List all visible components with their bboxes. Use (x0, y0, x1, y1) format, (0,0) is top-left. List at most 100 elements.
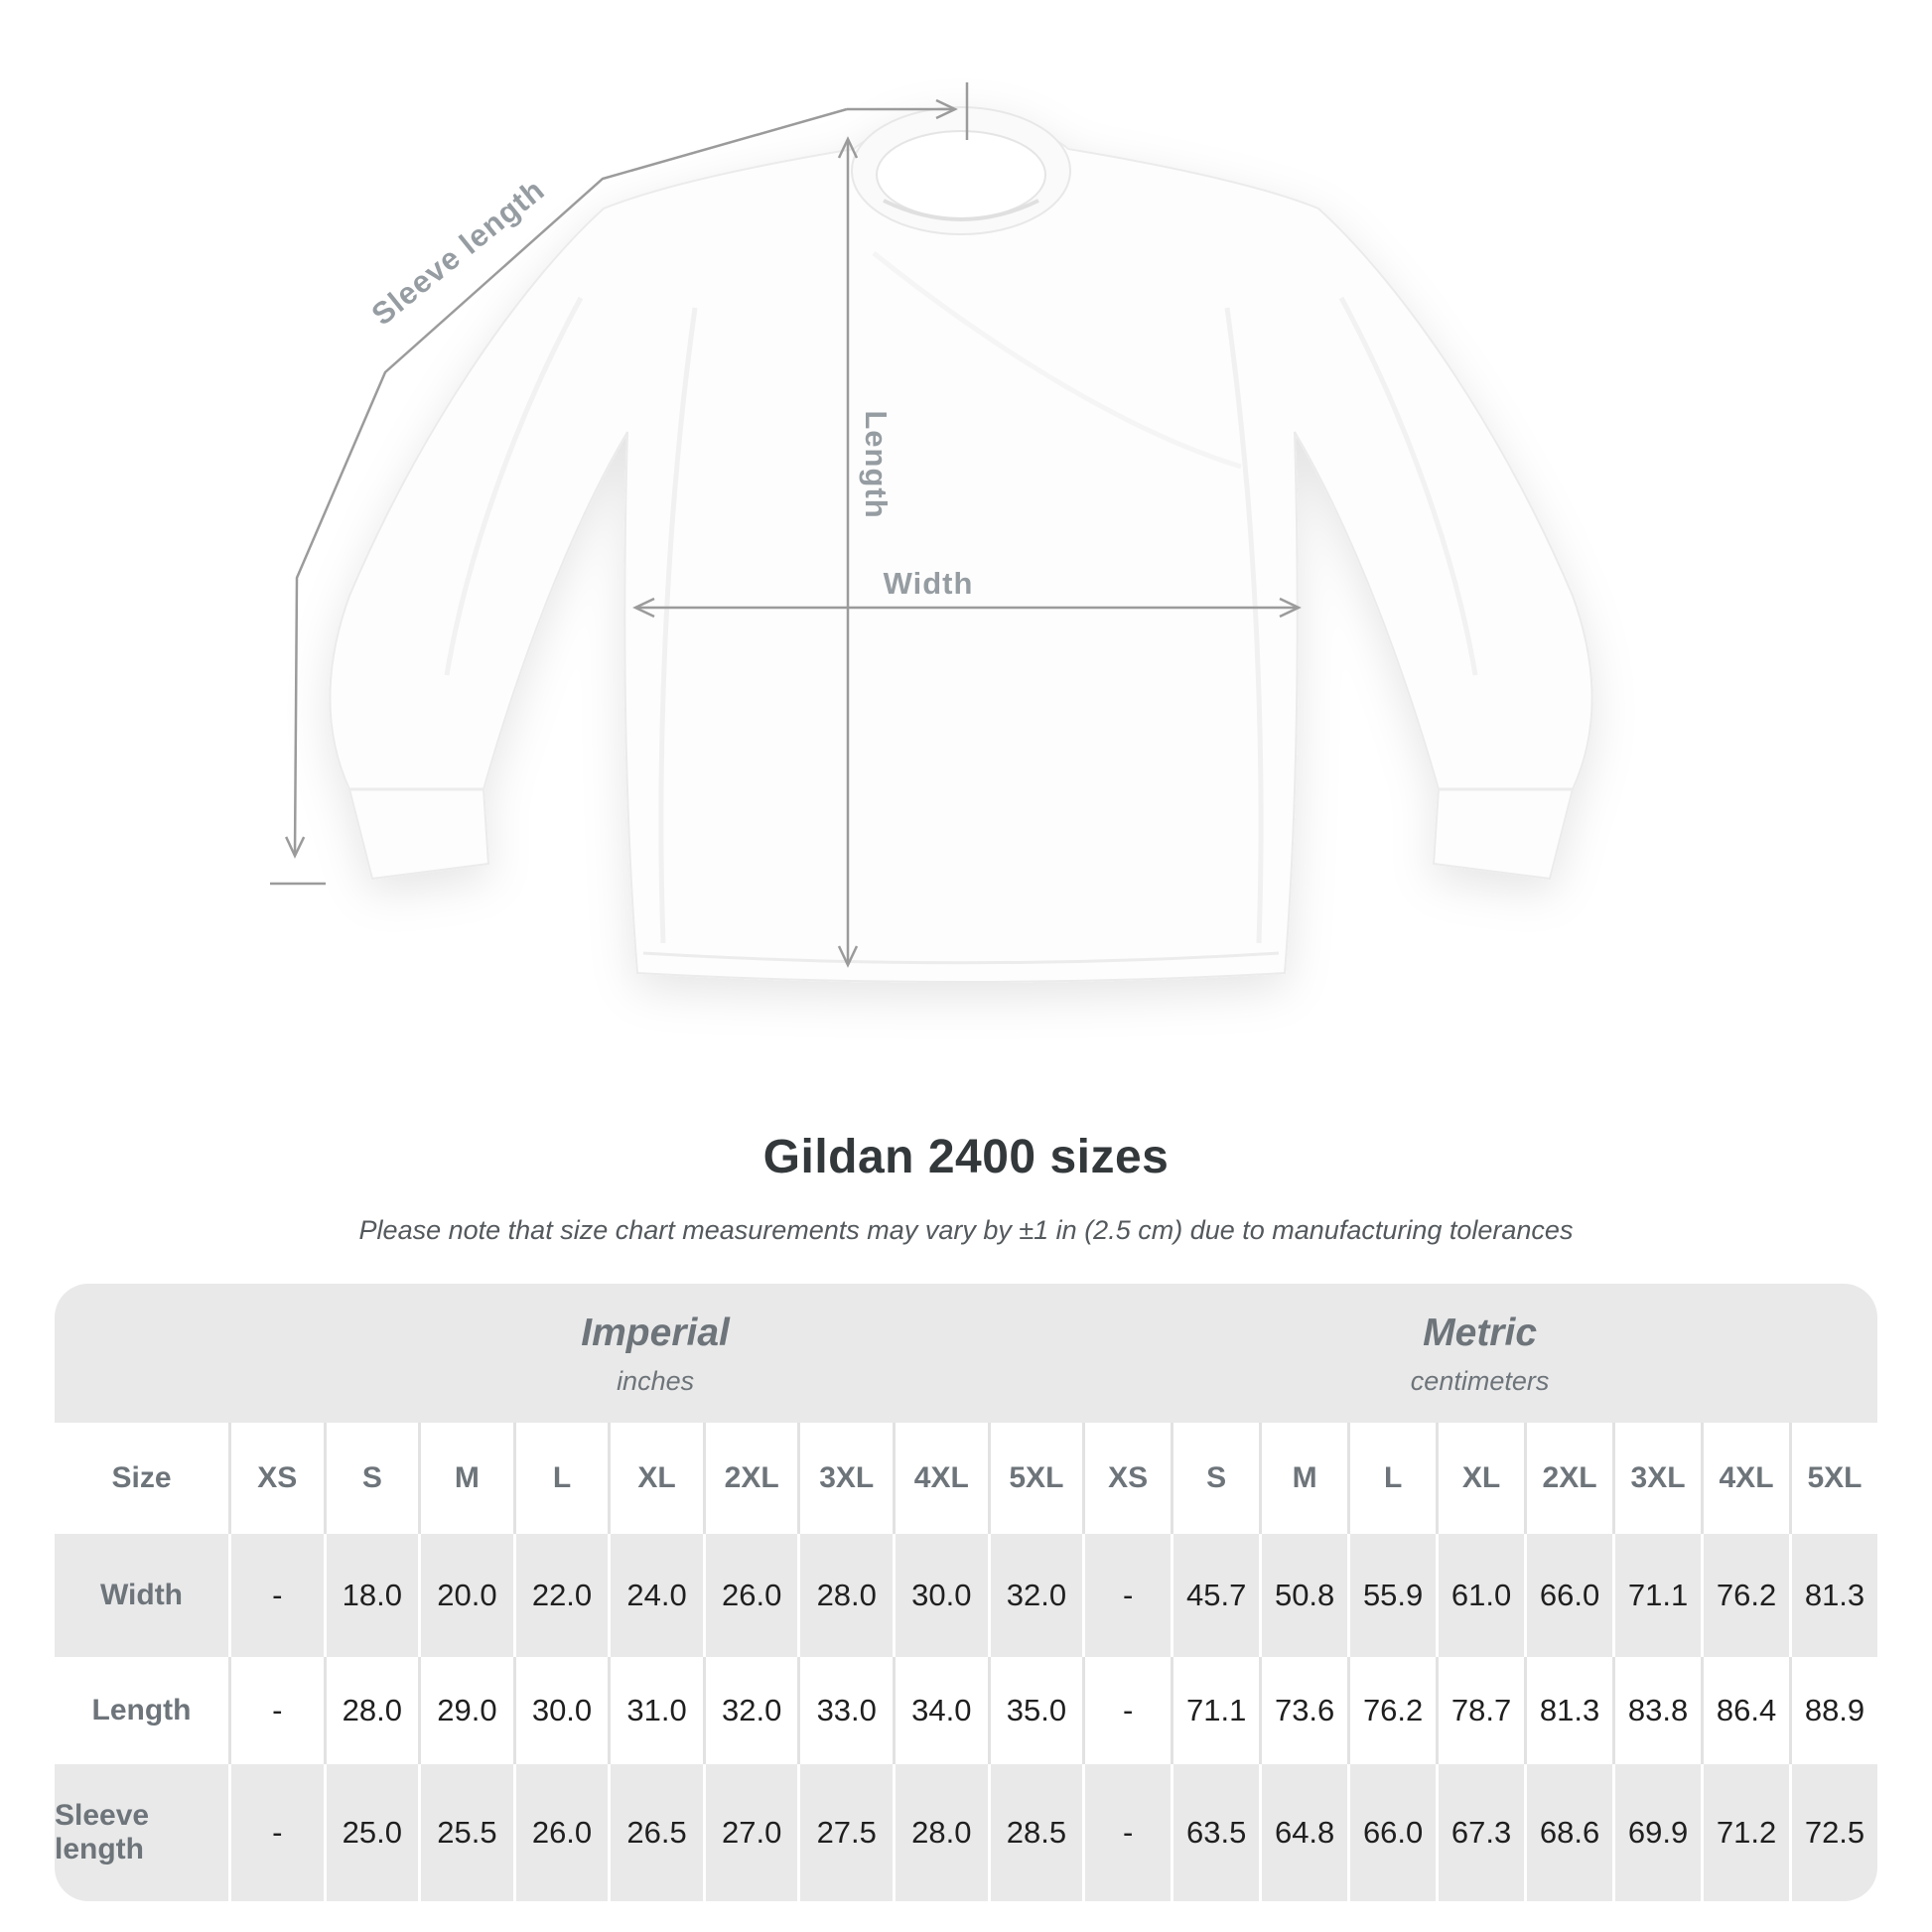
width-metric-m: 50.8 (1259, 1534, 1347, 1657)
imperial-group-unit: inches (617, 1365, 695, 1396)
sleeve-metric-s: 63.5 (1171, 1764, 1259, 1901)
size-header-metric-xs: XS (1082, 1423, 1171, 1534)
size-column-header: Size (111, 1461, 172, 1494)
sleeve-imperial-5xl: 28.5 (987, 1764, 1083, 1901)
collar-inner (876, 130, 1046, 219)
sleeve-metric-5xl: 72.5 (1789, 1764, 1877, 1901)
sleeve-metric-2xl: 68.6 (1524, 1764, 1612, 1901)
width-metric-xl: 61.0 (1436, 1534, 1524, 1657)
width-imperial-l: 22.0 (512, 1534, 609, 1657)
length-metric-4xl: 86.4 (1701, 1657, 1789, 1764)
length-imperial-l: 30.0 (512, 1657, 609, 1764)
length-imperial-m: 29.0 (418, 1657, 513, 1764)
size-header-imperial-4xl: 4XL (893, 1423, 988, 1534)
size-header-metric-m: M (1259, 1423, 1347, 1534)
width-imperial-4xl: 30.0 (893, 1534, 988, 1657)
length-label: Length (859, 410, 894, 518)
size-header-imperial-l: L (512, 1423, 609, 1534)
length-row: Length - 28.0 29.0 30.0 31.0 32.0 33.0 3… (55, 1657, 1877, 1764)
sleeve-length-arrow (270, 82, 969, 886)
sleeve-imperial-l: 26.0 (512, 1764, 609, 1901)
size-header-metric-l: L (1347, 1423, 1436, 1534)
sleeve-metric-4xl: 71.2 (1701, 1764, 1789, 1901)
metric-group-header: Metric centimeters (1082, 1284, 1877, 1423)
length-metric-2xl: 81.3 (1524, 1657, 1612, 1764)
shirt-measurement-diagram: Sleeve length Length Width (270, 82, 1593, 983)
sleeve-imperial-s: 25.0 (323, 1764, 419, 1901)
sleeve-metric-3xl: 69.9 (1612, 1764, 1701, 1901)
length-metric-m: 73.6 (1259, 1657, 1347, 1764)
length-imperial-xs: - (228, 1657, 324, 1764)
group-header-spacer (55, 1284, 228, 1423)
width-imperial-3xl: 28.0 (797, 1534, 893, 1657)
length-imperial-xl: 31.0 (608, 1657, 703, 1764)
length-metric-xs: - (1082, 1657, 1171, 1764)
sleeve-length-row-label: Sleeve length (55, 1799, 150, 1865)
sleeve-imperial-m: 25.5 (418, 1764, 513, 1901)
size-header-imperial-xs: XS (228, 1423, 324, 1534)
sleeve-metric-l: 66.0 (1347, 1764, 1436, 1901)
size-header-metric-s: S (1171, 1423, 1259, 1534)
width-imperial-5xl: 32.0 (987, 1534, 1083, 1657)
length-imperial-5xl: 35.0 (987, 1657, 1083, 1764)
size-header-imperial-3xl: 3XL (797, 1423, 893, 1534)
shirt-illustration (329, 106, 1593, 983)
length-imperial-2xl: 32.0 (702, 1657, 798, 1764)
width-imperial-s: 18.0 (323, 1534, 419, 1657)
size-header-metric-2xl: 2XL (1524, 1423, 1612, 1534)
width-imperial-xl: 24.0 (608, 1534, 703, 1657)
length-metric-s: 71.1 (1171, 1657, 1259, 1764)
sleeve-imperial-3xl: 27.5 (797, 1764, 893, 1901)
size-header-imperial-m: M (418, 1423, 513, 1534)
sleeve-imperial-xl: 26.5 (608, 1764, 703, 1901)
width-metric-xs: - (1082, 1534, 1171, 1657)
width-metric-2xl: 66.0 (1524, 1534, 1612, 1657)
width-metric-l: 55.9 (1347, 1534, 1436, 1657)
sleeve-length-row: Sleeve length - 25.0 25.5 26.0 26.5 27.0… (55, 1764, 1877, 1901)
page-title: Gildan 2400 sizes (762, 1131, 1170, 1183)
sleeve-imperial-xs: - (228, 1764, 324, 1901)
width-metric-4xl: 76.2 (1701, 1534, 1789, 1657)
width-imperial-m: 20.0 (418, 1534, 513, 1657)
size-header-metric-xl: XL (1436, 1423, 1524, 1534)
length-imperial-4xl: 34.0 (893, 1657, 988, 1764)
length-metric-3xl: 83.8 (1612, 1657, 1701, 1764)
width-label: Width (884, 566, 974, 601)
shirt-body (329, 122, 1593, 983)
metric-group-name: Metric (1423, 1311, 1538, 1354)
size-header-imperial-2xl: 2XL (702, 1423, 798, 1534)
width-metric-5xl: 81.3 (1789, 1534, 1877, 1657)
width-row: Width - 18.0 20.0 22.0 24.0 26.0 28.0 30… (55, 1534, 1877, 1657)
length-row-label: Length (91, 1694, 192, 1726)
size-table: Imperial inches Metric centimeters Size … (55, 1284, 1877, 1901)
sleeve-metric-xl: 67.3 (1436, 1764, 1524, 1901)
sleeve-metric-m: 64.8 (1259, 1764, 1347, 1901)
collar-shadow (883, 199, 1039, 221)
shirt-seams (349, 787, 1573, 965)
size-header-metric-4xl: 4XL (1701, 1423, 1789, 1534)
size-header-imperial-xl: XL (608, 1423, 703, 1534)
imperial-group-name: Imperial (581, 1311, 730, 1354)
metric-group-unit: centimeters (1410, 1365, 1550, 1396)
imperial-group-header: Imperial inches (228, 1284, 1082, 1423)
sleeve-metric-xs: - (1082, 1764, 1171, 1901)
sleeve-imperial-2xl: 27.0 (702, 1764, 798, 1901)
group-header-row: Imperial inches Metric centimeters (55, 1284, 1877, 1423)
length-imperial-s: 28.0 (323, 1657, 419, 1764)
width-imperial-2xl: 26.0 (702, 1534, 798, 1657)
size-header-metric-5xl: 5XL (1789, 1423, 1877, 1534)
width-metric-3xl: 71.1 (1612, 1534, 1701, 1657)
size-header-imperial-5xl: 5XL (987, 1423, 1083, 1534)
width-row-label: Width (99, 1579, 184, 1611)
length-metric-5xl: 88.9 (1789, 1657, 1877, 1764)
width-imperial-xs: - (228, 1534, 324, 1657)
length-metric-xl: 78.7 (1436, 1657, 1524, 1764)
page-subtitle: Please note that size chart measurements… (358, 1215, 1574, 1245)
size-header-row: Size XS S M L XL 2XL 3XL 4XL 5XL XS S M … (55, 1423, 1877, 1534)
size-header-metric-3xl: 3XL (1612, 1423, 1701, 1534)
size-header-imperial-s: S (323, 1423, 419, 1534)
length-imperial-3xl: 33.0 (797, 1657, 893, 1764)
shirt-fold-lines (444, 251, 1478, 944)
sleeve-imperial-4xl: 28.0 (893, 1764, 988, 1901)
